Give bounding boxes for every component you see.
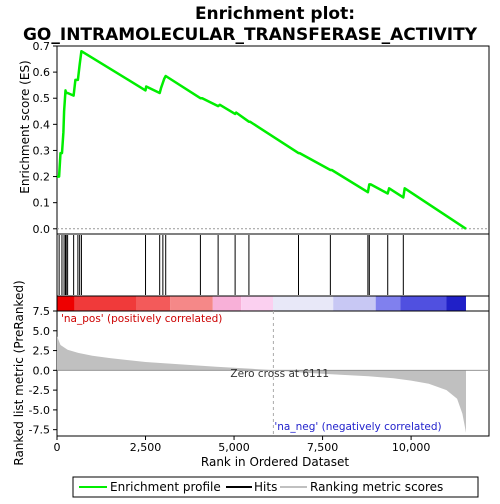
color-bar-segment [400, 296, 447, 311]
x-axis-label: Rank in Ordered Dataset [201, 455, 349, 469]
rank-y-tick-label: 2.5 [33, 345, 51, 358]
es-y-axis-label: Enrichment score (ES) [18, 60, 32, 193]
color-bar-segment [333, 296, 376, 311]
legend-enrichment-label: Enrichment profile [110, 480, 221, 494]
color-bar-segment [74, 296, 137, 311]
es-y-tick-label: 0.3 [33, 144, 51, 157]
chart-title-line-2: GO_INTRAMOLECULAR_TRANSFERASE_ACTIVITY [23, 25, 478, 45]
es-y-tick-label: 0.6 [33, 66, 51, 79]
zero-cross-label: Zero cross at 6111 [230, 368, 329, 380]
rank-y-tick-label: -5.0 [29, 404, 50, 417]
hits-plot-area [56, 233, 490, 297]
rank-y-tick-label: 7.5 [33, 305, 51, 318]
es-y-tick-label: 0.2 [33, 171, 51, 184]
es-y-tick-label: 0.0 [33, 223, 51, 236]
es-y-tick-label: 0.4 [33, 118, 51, 131]
x-tick-label: 5,000 [218, 441, 250, 454]
rank-y-tick-label: -2.5 [29, 384, 50, 397]
x-tick-label: 2,500 [130, 441, 162, 454]
legend-hits-label: Hits [254, 480, 277, 494]
color-bar-segment [375, 296, 401, 311]
es-y-tick-label: 0.7 [33, 40, 51, 53]
legend-box [72, 476, 479, 498]
legend-ranking-label: Ranking metric scores [310, 480, 443, 494]
x-tick-label: 7,500 [307, 441, 339, 454]
es-y-tick-label: 0.1 [33, 197, 51, 210]
pos-correlated-label: 'na_pos' (positively correlated) [61, 313, 222, 325]
color-bar-segment [446, 296, 466, 311]
es-panel: 0.0 0.1 0.2 0.3 0.4 0.5 0.6 0.7 [33, 40, 490, 236]
rank-y-tick-label: -7.5 [29, 424, 50, 437]
hits-panel [56, 233, 490, 312]
rank-y-axis-label: Ranked list metric (PreRanked) [12, 280, 26, 465]
rank-y-tick-label: 0.0 [33, 364, 51, 377]
color-bar-segment [170, 296, 213, 311]
neg-correlated-label: 'na_neg' (negatively correlated) [274, 421, 441, 433]
es-y-tick-label: 0.5 [33, 92, 51, 105]
x-tick-label: 0 [54, 441, 61, 454]
rank-panel: -7.5 -5.0 -2.5 0.0 2.5 5.0 7.5 0 2,500 5,000 7,500… [29, 305, 490, 454]
rank-y-tick-label: 5.0 [33, 325, 51, 338]
x-tick-label: 10,000 [392, 441, 431, 454]
color-bar-segment [273, 296, 334, 311]
color-bar-segment [241, 296, 273, 311]
chart-title-line-1: Enrichment plot: [195, 4, 355, 24]
es-plot-area [56, 45, 490, 235]
enrichment-profile-line [57, 49, 467, 230]
color-bar-segment [136, 296, 171, 311]
legend: Enrichment profile Hits Ranking metric s… [72, 476, 479, 498]
color-bar-segment [57, 296, 75, 311]
color-bar-segment [212, 296, 242, 311]
